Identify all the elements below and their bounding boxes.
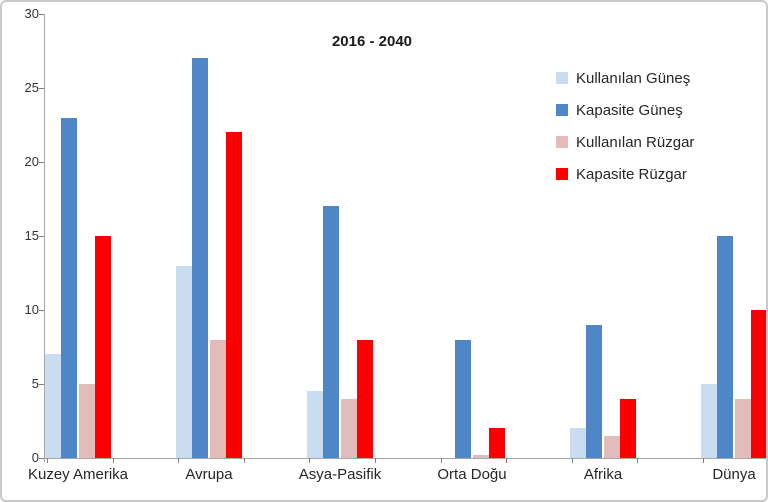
category-label-kuzey-amerika: Kuzey Amerika xyxy=(27,466,129,483)
bar-kapasite-r-zgar-asya-pasifik xyxy=(357,340,373,458)
legend-label: Kapasite Rüzgar xyxy=(576,165,687,183)
legend-label: Kullanılan Güneş xyxy=(576,69,691,87)
x-axis-tick xyxy=(47,458,48,463)
y-axis-tick xyxy=(39,310,44,311)
bar-kullan-lan-g-ne-avrupa xyxy=(176,266,192,458)
legend-item-kullan-lan-g-ne: Kullanılan Güneş xyxy=(556,68,694,88)
legend-swatch-icon xyxy=(556,136,568,148)
y-axis-tick xyxy=(39,384,44,385)
x-axis-tick xyxy=(637,458,638,463)
x-axis-tick xyxy=(441,458,442,463)
bar-kapasite-g-ne-orta-do-u xyxy=(455,340,471,458)
bar-kapasite-g-ne-kuzey-amerika xyxy=(61,118,77,458)
y-axis-line xyxy=(44,14,45,462)
y-axis-tick-label: 5 xyxy=(31,376,39,391)
bar-kapasite-g-ne-d-nya xyxy=(717,236,733,458)
x-axis-tick xyxy=(309,458,310,463)
y-axis-tick xyxy=(39,88,44,89)
legend-swatch-icon xyxy=(556,72,568,84)
x-axis-tick xyxy=(506,458,507,463)
bar-kapasite-g-ne-afrika xyxy=(586,325,602,458)
bar-kullan-lan-r-zgar-afrika xyxy=(604,436,620,458)
bar-kullan-lan-g-ne-d-nya xyxy=(701,384,717,458)
y-axis-tick xyxy=(39,162,44,163)
bar-kullan-lan-g-ne-kuzey-amerika xyxy=(45,354,61,458)
category-label-afrika: Afrika xyxy=(583,466,623,483)
bar-kapasite-r-zgar-avrupa xyxy=(226,132,242,458)
legend-item-kapasite-g-ne: Kapasite Güneş xyxy=(556,100,694,120)
y-axis-tick-label: 10 xyxy=(24,302,39,317)
bar-kullan-lan-r-zgar-d-nya xyxy=(735,399,751,458)
bar-kullan-lan-g-ne-asya-pasifik xyxy=(307,391,323,458)
legend-label: Kapasite Güneş xyxy=(576,101,683,119)
category-label-asya-pasifik: Asya-Pasifik xyxy=(298,466,382,483)
x-axis-tick xyxy=(572,458,573,463)
y-axis-tick-label: 20 xyxy=(24,154,39,169)
bar-kapasite-r-zgar-afrika xyxy=(620,399,636,458)
x-axis-tick xyxy=(375,458,376,463)
bar-kapasite-r-zgar-kuzey-amerika xyxy=(95,236,111,458)
bar-kullan-lan-g-ne-afrika xyxy=(570,428,586,458)
bar-kullan-lan-r-zgar-orta-do-u xyxy=(473,455,489,458)
bar-kullan-lan-r-zgar-asya-pasifik xyxy=(341,399,357,458)
legend-item-kapasite-r-zgar: Kapasite Rüzgar xyxy=(556,164,694,184)
y-axis-tick xyxy=(39,14,44,15)
bar-kapasite-r-zgar-orta-do-u xyxy=(489,428,505,458)
y-axis-tick-label: 15 xyxy=(24,228,39,243)
y-axis-tick-label: 30 xyxy=(24,6,39,21)
bar-kapasite-g-ne-avrupa xyxy=(192,58,208,458)
chart-legend: Kullanılan Güneş Kapasite Güneş Kullanılan… xyxy=(556,68,694,196)
x-axis-tick xyxy=(703,458,704,463)
y-axis-tick-label: 25 xyxy=(24,80,39,95)
x-axis-line xyxy=(44,458,766,459)
x-axis-tick xyxy=(244,458,245,463)
legend-swatch-icon xyxy=(556,168,568,180)
bar-kapasite-r-zgar-d-nya xyxy=(751,310,766,458)
category-label-avrupa: Avrupa xyxy=(185,466,233,483)
bar-kullan-lan-r-zgar-kuzey-amerika xyxy=(79,384,95,458)
legend-swatch-icon xyxy=(556,104,568,116)
y-axis-tick xyxy=(39,458,44,459)
y-axis-tick-label: 0 xyxy=(31,450,39,465)
legend-label: Kullanılan Rüzgar xyxy=(576,133,695,151)
bar-kapasite-g-ne-asya-pasifik xyxy=(323,206,339,458)
y-axis-tick xyxy=(39,236,44,237)
legend-item-kullan-lan-r-zgar: Kullanılan Rüzgar xyxy=(556,132,694,152)
chart-title: 2016 - 2040 xyxy=(331,33,413,50)
category-label-d-nya: Dünya xyxy=(712,466,756,483)
bar-kullan-lan-r-zgar-avrupa xyxy=(210,340,226,458)
x-axis-tick xyxy=(178,458,179,463)
category-label-orta-do-u: Orta Doğu xyxy=(437,466,507,483)
x-axis-tick xyxy=(113,458,114,463)
